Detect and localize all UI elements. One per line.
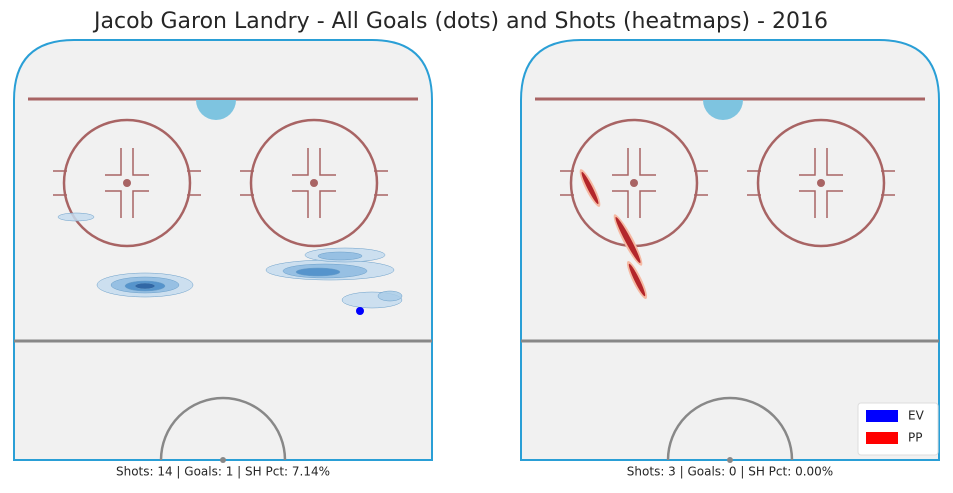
faceoff-dot — [310, 179, 318, 187]
shot-density — [57, 212, 95, 222]
shot-density — [581, 171, 599, 205]
panel-caption: Shots: 3 | Goals: 0 | SH Pct: 0.00% — [627, 465, 833, 479]
rink-surface — [13, 39, 433, 461]
shot-density — [295, 267, 341, 277]
rink — [13, 39, 433, 463]
faceoff-circle — [62, 118, 192, 248]
rink-surface — [520, 39, 940, 461]
shot-density — [377, 290, 403, 302]
shot-density — [628, 263, 646, 297]
faceoff-dot — [123, 179, 131, 187]
hash-marks — [240, 148, 388, 218]
faceoff-dot — [630, 179, 638, 187]
shot-density — [134, 282, 156, 290]
faceoff-circle — [756, 118, 886, 248]
rink — [520, 39, 940, 463]
crease — [703, 100, 743, 120]
panel-caption: Shots: 14 | Goals: 1 | SH Pct: 7.14% — [116, 465, 330, 479]
faceoff-circle — [249, 118, 379, 248]
shot-density — [317, 251, 363, 261]
hash-marks — [53, 148, 201, 218]
center-dot — [220, 457, 226, 463]
faceoff-dot — [817, 179, 825, 187]
legend-swatch — [866, 432, 898, 444]
chart-title: Jacob Garon Landry - All Goals (dots) an… — [92, 9, 828, 34]
legend-label: EV — [908, 409, 925, 423]
legend-swatch — [866, 410, 898, 422]
shot-density — [615, 217, 641, 263]
center-circle — [159, 396, 287, 461]
hash-marks — [747, 148, 895, 218]
center-dot — [727, 457, 733, 463]
center-circle — [666, 396, 794, 461]
hash-marks — [560, 148, 708, 218]
legend-label: PP — [908, 431, 922, 445]
goal-dot — [356, 307, 364, 315]
crease — [196, 100, 236, 120]
